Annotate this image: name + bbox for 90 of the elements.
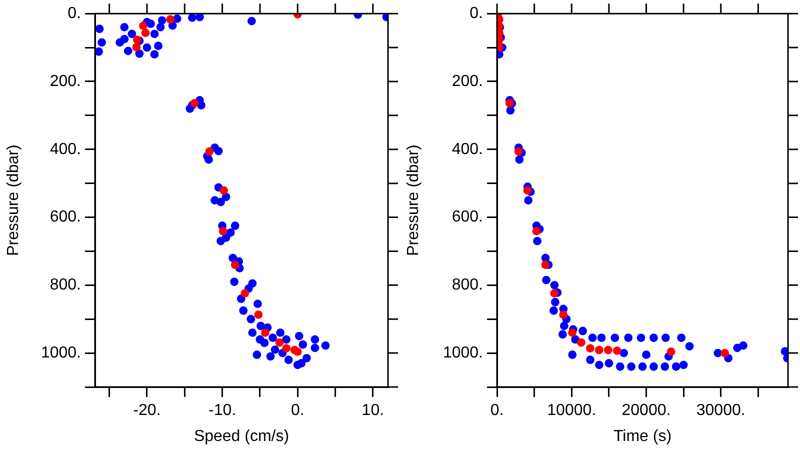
point xyxy=(560,322,568,330)
point xyxy=(720,348,729,358)
point xyxy=(638,362,647,371)
point xyxy=(542,276,550,284)
point xyxy=(532,226,541,236)
point xyxy=(254,310,263,319)
point xyxy=(523,186,532,195)
point xyxy=(604,359,614,368)
x-tick-label: 10. xyxy=(362,402,384,420)
point xyxy=(677,334,686,342)
point xyxy=(586,356,594,364)
point xyxy=(505,99,514,108)
point xyxy=(139,22,148,30)
point xyxy=(550,306,558,315)
y-tick-label: 1000. xyxy=(40,344,81,362)
x-tick-label: 10000. xyxy=(547,402,596,420)
point xyxy=(642,350,650,359)
point xyxy=(282,344,291,352)
point xyxy=(661,334,670,342)
point xyxy=(533,236,542,246)
y-tick-label: 800. xyxy=(452,276,483,294)
y-tick-label: 400. xyxy=(452,140,483,158)
point xyxy=(190,99,199,108)
x-tick-label: 30000. xyxy=(696,402,746,420)
x-tick-label: 20000. xyxy=(622,402,671,420)
point xyxy=(524,196,533,204)
point xyxy=(610,334,620,342)
point xyxy=(205,147,214,156)
point xyxy=(636,334,646,342)
point xyxy=(132,36,142,44)
point xyxy=(275,338,284,347)
point xyxy=(559,310,568,319)
y-tick-label: 200. xyxy=(50,72,81,90)
point xyxy=(604,346,612,354)
point xyxy=(739,341,748,350)
point xyxy=(612,346,622,355)
point xyxy=(577,338,586,347)
point xyxy=(568,328,576,337)
x-tick-label: 0. xyxy=(290,402,304,420)
point xyxy=(597,334,606,342)
point xyxy=(780,347,788,356)
point xyxy=(261,328,270,337)
point xyxy=(679,360,688,370)
point xyxy=(624,334,633,342)
y-tick-label: 600. xyxy=(50,208,81,226)
y-tick-label: 800. xyxy=(50,276,81,294)
y-tick-label: 400. xyxy=(50,140,81,158)
point xyxy=(141,28,150,38)
point xyxy=(541,260,550,269)
point xyxy=(550,280,559,290)
point xyxy=(514,147,523,156)
x-axis-title: Time (s) xyxy=(613,428,672,445)
x-tick-label: 0. xyxy=(490,402,504,420)
point xyxy=(240,289,250,298)
y-axis-title: Pressure (dbar) xyxy=(5,144,22,256)
point xyxy=(293,347,302,356)
y-tick-label: 200. xyxy=(452,72,483,90)
point xyxy=(550,289,559,298)
point xyxy=(586,344,594,352)
x-axis-title: Speed (cm/s) xyxy=(194,428,290,445)
point xyxy=(685,342,694,350)
point xyxy=(551,298,560,306)
point xyxy=(627,362,636,371)
point xyxy=(558,330,567,339)
y-tick-label: 600. xyxy=(452,208,483,226)
point xyxy=(714,348,722,358)
point xyxy=(515,155,524,164)
point xyxy=(166,15,175,24)
point xyxy=(218,226,228,236)
point xyxy=(620,348,628,358)
point xyxy=(649,334,658,342)
y-tick-label: 0. xyxy=(470,5,483,22)
point xyxy=(660,362,670,371)
y-tick-label: 1000. xyxy=(442,344,483,362)
point xyxy=(666,347,676,356)
point xyxy=(568,350,577,359)
point xyxy=(594,346,604,354)
y-axis-title: Pressure (dbar) xyxy=(405,144,422,256)
point xyxy=(595,360,604,370)
point xyxy=(220,186,228,195)
point xyxy=(672,362,680,371)
x-tick-label: -20. xyxy=(133,402,161,420)
point xyxy=(230,260,240,269)
y-tick-label: 0. xyxy=(68,5,81,22)
x-tick-label: -10. xyxy=(208,402,236,420)
point xyxy=(132,43,141,52)
point xyxy=(616,362,624,371)
point xyxy=(588,334,597,342)
point xyxy=(649,362,658,371)
point xyxy=(578,326,588,336)
